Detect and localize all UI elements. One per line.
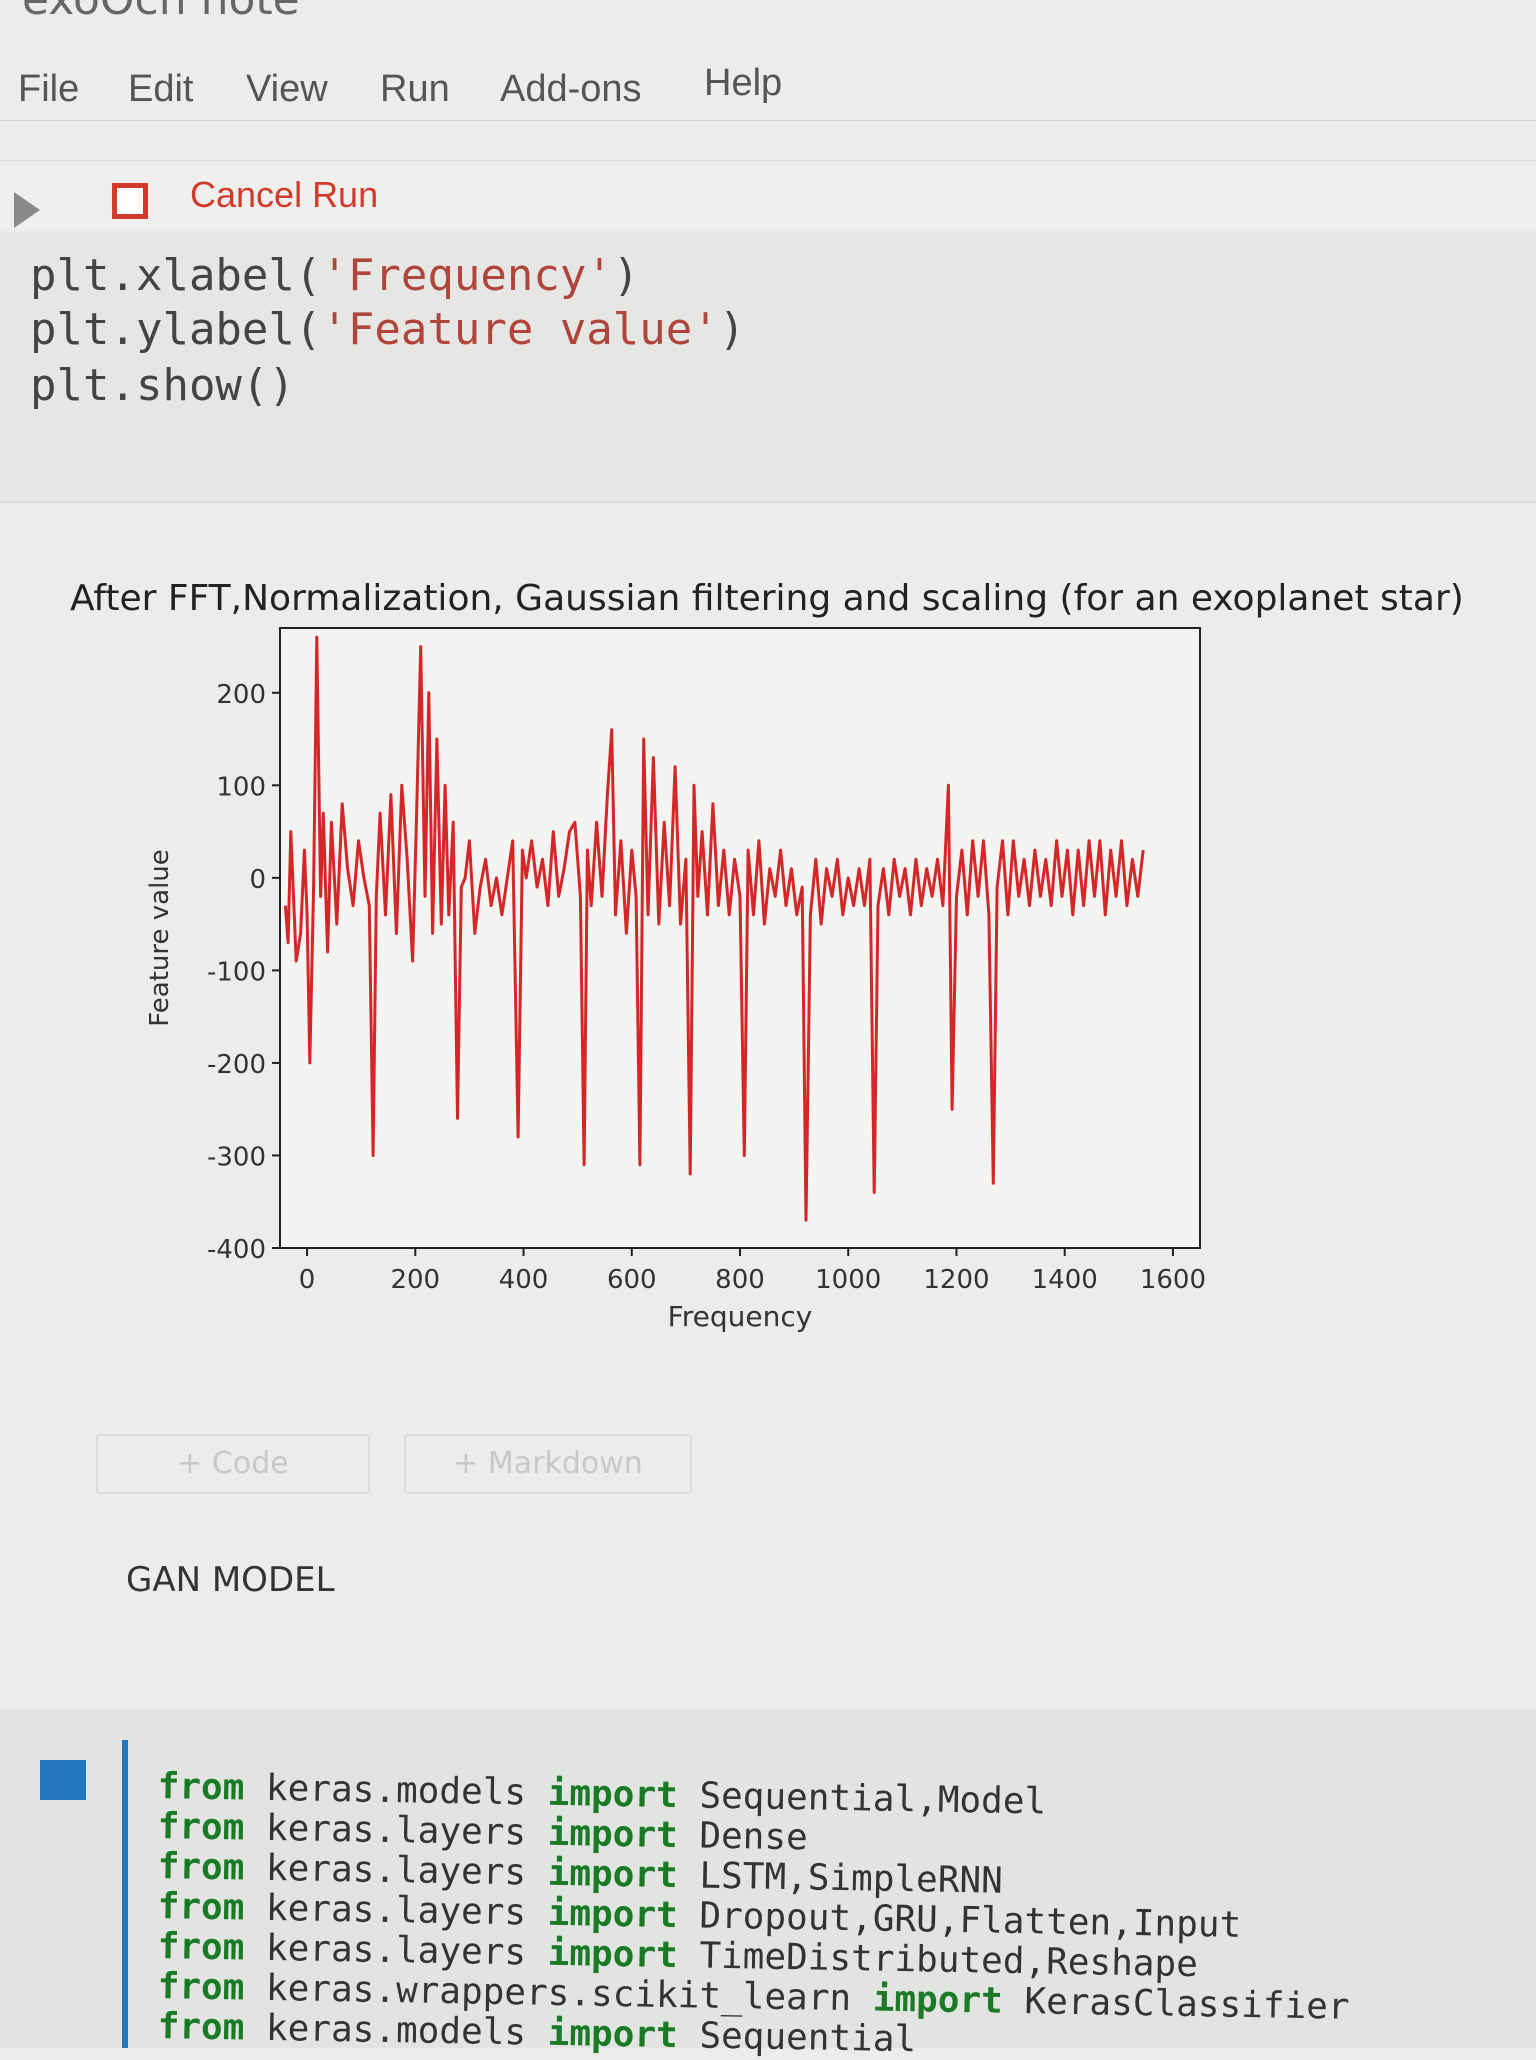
code-func: plt.xlabel( [30, 250, 322, 301]
series-line-0 [283, 635, 1145, 1222]
import-from: from [157, 1886, 245, 1929]
import-from: from [157, 1966, 245, 2009]
import-from: from [157, 1926, 245, 1969]
import-code-cell[interactable] [0, 1710, 1536, 2048]
import-import: import [547, 1892, 679, 1937]
y-tick-label: -100 [207, 957, 266, 987]
y-tick-label: -300 [207, 1142, 266, 1172]
notebook-title-text: exoOcn note [22, 0, 300, 25]
cell-run-marker[interactable] [40, 1760, 86, 1800]
import-from: from [157, 1846, 245, 1889]
menu-bar: File Edit View Run Add-ons Help [0, 40, 1536, 121]
x-tick-label: 1200 [923, 1265, 989, 1295]
import-import: import [547, 1852, 679, 1897]
menu-run[interactable]: Run [380, 68, 450, 110]
notebook-title: exoOcn note [0, 0, 1536, 25]
code-line: plt.show() [30, 360, 295, 411]
code-string: 'Frequency' [321, 250, 613, 301]
import-names: KerasClassifier [1002, 1980, 1350, 2028]
x-tick-label: 1600 [1140, 1265, 1206, 1295]
y-axis-label: Feature value [145, 849, 175, 1027]
import-import: import [547, 1772, 679, 1817]
import-import: import [547, 1812, 679, 1857]
code-paren: ) [718, 304, 746, 355]
import-import: import [872, 1978, 1004, 2022]
code-line: plt.ylabel('Feature value') [30, 304, 745, 355]
import-module: keras.layers [243, 1847, 549, 1894]
code-cell[interactable]: plt.xlabel('Frequency') plt.ylabel('Feat… [0, 232, 1536, 503]
x-tick-label: 400 [499, 1265, 549, 1295]
y-tick-label: 200 [216, 680, 266, 710]
add-markdown-button[interactable]: + Markdown [404, 1434, 692, 1494]
import-names: LSTM,SimpleRNN [677, 1855, 1004, 1902]
menu-help[interactable]: Help [704, 62, 783, 104]
code-paren: ) [612, 250, 640, 301]
import-names: Dense [677, 1815, 809, 1859]
import-module: keras.layers [243, 1807, 549, 1854]
markdown-heading: GAN MODEL [126, 1560, 335, 1600]
y-tick-label: -400 [207, 1235, 266, 1265]
import-from: from [157, 2006, 245, 2049]
stop-icon[interactable] [112, 183, 148, 219]
code-line: plt.xlabel('Frequency') [30, 250, 639, 301]
cell-focus-bar [122, 1740, 128, 2048]
run-toolbar [0, 160, 1536, 229]
menu-add-ons[interactable]: Add-ons [500, 68, 642, 110]
chart-title: After FFT,Normalization, Gaussian filter… [70, 578, 1464, 619]
import-from: from [157, 1806, 245, 1849]
x-tick-label: 600 [607, 1265, 657, 1295]
import-import: import [547, 2012, 679, 2057]
y-tick-label: 0 [249, 865, 266, 895]
x-tick-label: 0 [299, 1265, 316, 1295]
x-axis-label: Frequency [668, 1300, 813, 1333]
cancel-run-button[interactable]: Cancel Run [190, 174, 379, 215]
play-icon[interactable] [14, 192, 40, 228]
y-tick-label: 100 [216, 772, 266, 802]
x-tick-label: 200 [390, 1265, 440, 1295]
import-from: from [157, 1766, 245, 1809]
import-module: keras.layers [243, 1927, 549, 1974]
x-tick-label: 1000 [815, 1265, 881, 1295]
code-func: plt.ylabel( [30, 304, 322, 355]
import-import: import [547, 1932, 679, 1977]
import-names: Sequential [677, 2015, 917, 2060]
add-code-button[interactable]: + Code [96, 1434, 370, 1494]
import-module: keras.models [243, 2007, 549, 2054]
x-tick-label: 800 [715, 1265, 765, 1295]
menu-file[interactable]: File [18, 68, 80, 110]
import-module: keras.layers [243, 1887, 549, 1934]
y-tick-label: -200 [207, 1050, 266, 1080]
x-tick-label: 1400 [1032, 1265, 1098, 1295]
code-func: plt.show() [30, 360, 295, 411]
menu-edit[interactable]: Edit [128, 68, 194, 110]
import-module: keras.models [243, 1767, 549, 1814]
code-string: 'Feature value' [321, 304, 719, 355]
menu-view[interactable]: View [246, 68, 328, 110]
